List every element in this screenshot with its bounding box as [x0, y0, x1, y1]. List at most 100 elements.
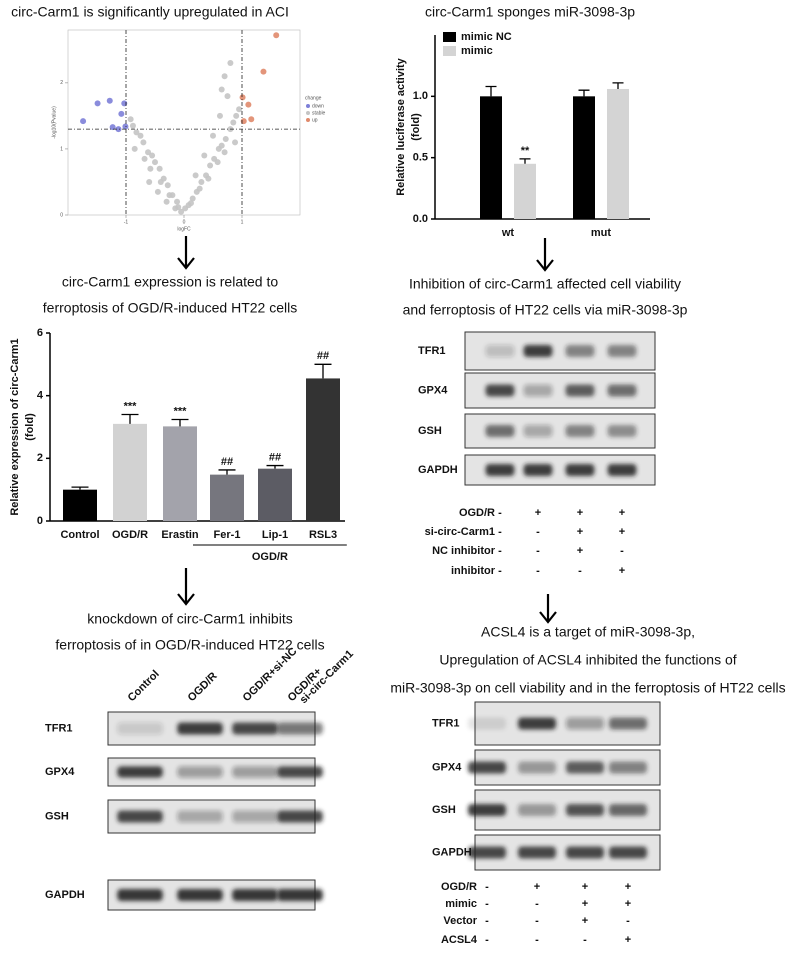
point	[149, 152, 156, 159]
significance: ***	[124, 400, 138, 412]
condition-sign: +	[577, 545, 583, 557]
y-axis-label: (fold)	[410, 113, 422, 141]
error-bar	[218, 469, 236, 475]
blot-band	[117, 722, 163, 735]
legend-title: change	[305, 95, 322, 101]
point	[207, 162, 214, 169]
row-label: GAPDH	[432, 846, 472, 858]
error-bar	[519, 158, 531, 164]
point	[227, 60, 234, 67]
point	[221, 73, 228, 80]
blot-band	[277, 722, 323, 735]
condition-label: OGD/R	[441, 881, 477, 893]
blot-band	[232, 766, 278, 778]
condition-sign: -	[498, 545, 502, 557]
y-tick-label: 0	[60, 212, 63, 218]
significance: **	[521, 145, 530, 157]
row-label: GPX4	[45, 766, 75, 778]
condition-sign: -	[536, 545, 540, 557]
condition-sign: -	[535, 934, 539, 946]
point	[178, 208, 185, 215]
point	[248, 116, 255, 123]
row-label: TFR1	[418, 345, 446, 357]
x-tick-label: mut	[591, 227, 612, 239]
y-axis-label: Relative expression of circ-Carm1	[9, 338, 21, 515]
bar	[210, 474, 244, 521]
blot-band	[523, 345, 553, 357]
blot-band	[565, 345, 595, 357]
y-axis-label: -log10(Pvalue)	[51, 106, 57, 139]
point	[214, 159, 221, 166]
legend-label: down	[312, 103, 324, 109]
arrow	[539, 594, 557, 624]
blot-band	[277, 810, 323, 823]
error-bar	[121, 413, 139, 424]
condition-sign: -	[498, 526, 502, 538]
condition-sign: -	[535, 898, 539, 910]
error-bar	[578, 89, 590, 97]
row-label: TFR1	[45, 722, 73, 734]
condition-sign: -	[536, 526, 540, 538]
blot-band	[277, 766, 323, 778]
bar	[258, 468, 292, 521]
blot-band	[485, 425, 515, 437]
point	[122, 123, 129, 130]
blot-band	[518, 761, 556, 774]
point	[109, 124, 116, 131]
point	[273, 32, 280, 39]
point	[201, 152, 208, 159]
point	[187, 200, 194, 207]
row-label: TFR1	[432, 717, 460, 729]
bar	[573, 96, 595, 219]
point	[198, 178, 205, 185]
legend-swatch	[443, 46, 456, 56]
point	[245, 101, 252, 108]
condition-sign: -	[583, 934, 587, 946]
condition-sign: -	[498, 565, 502, 577]
x-tick-label: 1	[241, 219, 244, 225]
blot-band	[565, 425, 595, 437]
condition-label: ACSL4	[441, 934, 478, 946]
point	[166, 192, 173, 199]
condition-label: OGD/R	[459, 507, 495, 519]
point	[221, 149, 228, 156]
condition-sign: -	[498, 507, 502, 519]
condition-sign: +	[625, 898, 631, 910]
x-tick-label: OGD/R	[112, 529, 148, 541]
panel-title: ferroptosis of OGD/R-induced HT22 cells	[43, 300, 297, 316]
point	[224, 93, 231, 100]
point	[236, 106, 243, 113]
point	[174, 198, 181, 205]
y-tick-label: 0.5	[413, 152, 428, 164]
y-tick-label: 0	[37, 515, 43, 527]
blot-band	[485, 464, 515, 476]
panel-title: knockdown of circ-Carm1 inhibits	[87, 611, 292, 627]
error-bar	[171, 418, 189, 427]
blot-band	[485, 345, 515, 357]
blot-band	[518, 846, 556, 859]
point	[216, 112, 223, 119]
point	[137, 132, 144, 139]
blot-band	[518, 717, 556, 730]
error-bar	[266, 464, 284, 469]
error-bar	[612, 82, 624, 89]
panel-title: and ferroptosis of HT22 cells via miR-30…	[403, 302, 688, 318]
x-tick-label: 0	[183, 219, 186, 225]
condition-sign: -	[578, 565, 582, 577]
condition-sign: +	[582, 915, 588, 927]
panel-title: miR-3098-3p on cell viability and in the…	[390, 680, 785, 696]
legend-swatch	[306, 104, 310, 108]
condition-label: Vector	[443, 915, 477, 927]
error-bar	[485, 85, 497, 97]
condition-sign: +	[625, 881, 631, 893]
bar	[514, 163, 536, 219]
significance: ##	[317, 350, 329, 362]
blot-band	[177, 722, 223, 735]
blot-band	[607, 384, 637, 397]
blot-band	[609, 761, 647, 774]
y-axis-label: Relative luciferase activity	[395, 57, 407, 195]
blot-band	[565, 464, 595, 476]
legend-label: up	[312, 117, 318, 123]
point	[205, 175, 212, 182]
blot-band	[468, 846, 506, 859]
